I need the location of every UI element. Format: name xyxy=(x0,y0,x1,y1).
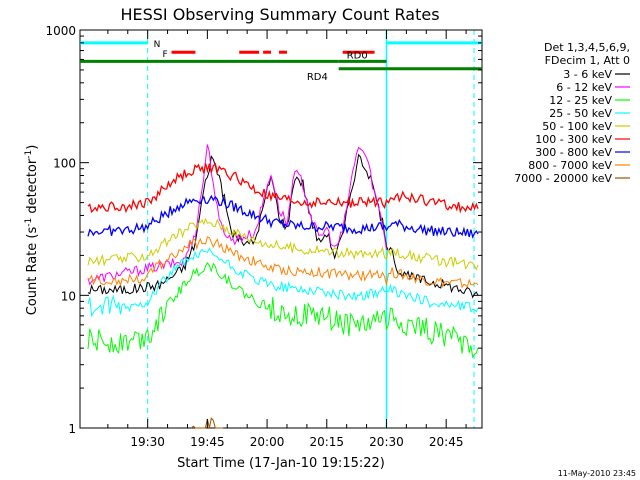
legend-label-4: 50 - 100 keV xyxy=(542,120,612,133)
n-flag-label: N xyxy=(154,40,161,50)
legend-label-6: 300 - 800 keV xyxy=(535,146,612,159)
x-tick-label-1: 19:45 xyxy=(190,435,225,449)
y-tick-label-1: 10 xyxy=(61,289,76,303)
legend-title-line-1: Det 1,3,4,5,6,9, xyxy=(544,41,630,54)
x-tick-label-5: 20:45 xyxy=(429,435,464,449)
y-tick-label-3: 1000 xyxy=(45,24,76,38)
series-layer xyxy=(87,144,479,429)
footer-date: 11-May-2010 23:45 xyxy=(558,469,636,478)
x-axis: 19:30 19:45 20:00 20:15 20:30 20:45 xyxy=(107,30,467,449)
x-tick-label-2: 20:00 xyxy=(250,435,285,449)
y-axis-label: Count Rate (s-1 detector-1) xyxy=(24,145,40,316)
series-line-4 xyxy=(87,217,479,271)
y-axis: 1 10 100 1000 xyxy=(45,24,482,436)
chart-title: HESSI Observing Summary Count Rates xyxy=(120,5,439,24)
flag-bars: NF RD0 RD4 xyxy=(80,40,482,83)
series-line-3 xyxy=(87,247,479,318)
x-axis-label: Start Time (17-Jan-10 19:15:22) xyxy=(177,456,385,471)
series-line-2 xyxy=(87,261,479,359)
plot-frame xyxy=(79,29,483,429)
legend-label-0: 3 - 6 keV xyxy=(563,68,612,81)
x-tick-label-0: 19:30 xyxy=(130,435,165,449)
legend-label-1: 6 - 12 keV xyxy=(556,81,612,94)
legend: Det 1,3,4,5,6,9, FDecim 1, Att 0 3 - 6 k… xyxy=(514,41,630,185)
x-tick-label-3: 20:15 xyxy=(309,435,344,449)
legend-label-7: 800 - 7000 keV xyxy=(528,159,612,172)
legend-label-3: 25 - 50 keV xyxy=(549,107,612,120)
series-line-0 xyxy=(87,153,479,299)
rd0-flag-label: RD0 xyxy=(347,50,368,61)
series-line-7 xyxy=(87,236,479,289)
y-tick-label-0: 1 xyxy=(68,422,76,436)
legend-label-2: 12 - 25 keV xyxy=(549,94,612,107)
series-line-1 xyxy=(87,144,387,286)
rd4-flag-label: RD4 xyxy=(307,72,328,83)
legend-label-8: 7000 - 20000 keV xyxy=(514,172,612,185)
f-flag-label: F xyxy=(163,50,168,60)
series-line-6 xyxy=(87,194,479,239)
legend-title-line-2: FDecim 1, Att 0 xyxy=(545,54,630,67)
x-tick-label-4: 20:30 xyxy=(369,435,404,449)
series-line-5 xyxy=(87,162,479,214)
y-tick-label-2: 100 xyxy=(53,157,76,171)
legend-label-5: 100 - 300 keV xyxy=(535,133,612,146)
